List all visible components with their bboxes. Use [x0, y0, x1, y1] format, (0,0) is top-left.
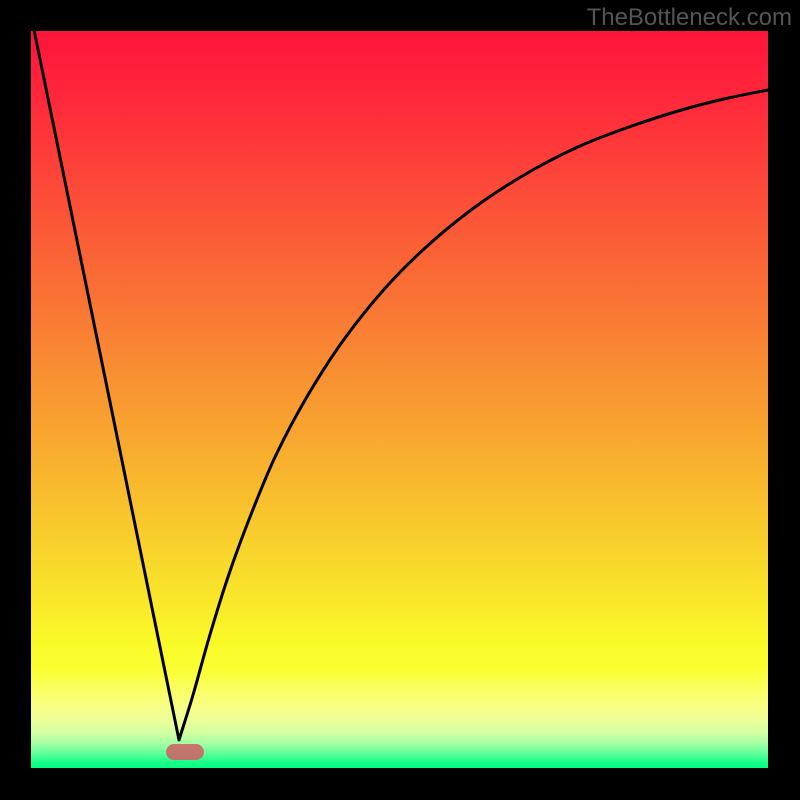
watermark-link[interactable]: TheBottleneck.com — [587, 4, 792, 32]
min-marker — [166, 744, 204, 760]
plot-area — [31, 31, 768, 768]
chart-svg — [0, 0, 800, 800]
chart-container: TheBottleneck.com — [0, 0, 800, 800]
